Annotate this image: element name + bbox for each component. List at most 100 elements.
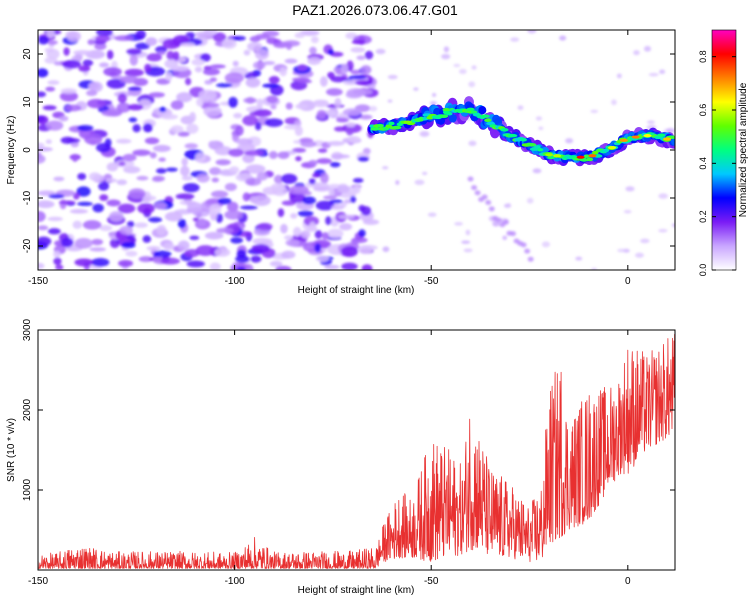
- noise-blob: [252, 195, 271, 206]
- noise-blob: [325, 88, 343, 96]
- colorbar-tick-label: 0.8: [698, 50, 708, 63]
- noise-blob: [203, 105, 222, 117]
- noise-blob: [358, 204, 366, 212]
- noise-blob: [45, 139, 52, 145]
- noise-blob: [336, 185, 350, 193]
- faint-speckle: [463, 248, 473, 253]
- noise-blob: [299, 30, 320, 36]
- noise-blob: [208, 140, 217, 148]
- noise-blob: [165, 71, 173, 81]
- noise-blob: [38, 211, 46, 222]
- noise-blob: [300, 230, 311, 239]
- faint-speckle: [611, 99, 617, 106]
- noise-blob: [143, 123, 153, 133]
- faint-speckle: [421, 171, 428, 175]
- noise-blob: [327, 140, 345, 147]
- noise-blob: [262, 61, 276, 66]
- noise-blob: [194, 31, 215, 38]
- noise-blob: [338, 214, 355, 219]
- noise-blob: [181, 175, 193, 181]
- faint-speckle: [623, 209, 632, 214]
- noise-blob: [194, 66, 203, 73]
- noise-blob: [245, 177, 262, 186]
- noise-blob: [198, 89, 217, 101]
- noise-blob: [361, 264, 373, 270]
- noise-blob: [197, 218, 207, 227]
- spectrogram-xlabel: Height of straight line (km): [298, 285, 415, 296]
- noise-blob: [226, 201, 239, 212]
- noise-blob: [285, 239, 300, 247]
- noise-blob: [74, 258, 94, 267]
- noise-blob: [292, 147, 307, 153]
- noise-blob: [245, 164, 266, 174]
- faint-speckle: [502, 235, 508, 241]
- noise-blob: [191, 58, 205, 66]
- noise-blob: [186, 260, 205, 268]
- ridge-core: [603, 148, 610, 153]
- noise-blob: [134, 222, 148, 228]
- noise-blob: [297, 210, 314, 217]
- noise-blob: [242, 192, 251, 202]
- noise-blob: [316, 158, 332, 164]
- noise-blob: [129, 54, 138, 66]
- noise-blob: [215, 83, 233, 88]
- ridge-band: [478, 105, 487, 115]
- faint-speckle: [429, 101, 437, 106]
- noise-blob: [195, 152, 206, 163]
- noise-blob: [354, 80, 373, 86]
- faint-speckle: [538, 126, 544, 131]
- noise-blob: [176, 92, 193, 103]
- noise-blob: [297, 64, 308, 72]
- ridge-hotspot: [553, 154, 562, 158]
- noise-blob: [321, 232, 330, 240]
- noise-blob: [88, 172, 101, 182]
- noise-blob: [243, 49, 251, 56]
- noise-blob: [209, 77, 217, 82]
- noise-blob: [160, 257, 181, 265]
- noise-blob: [184, 77, 192, 86]
- noise-blob: [268, 75, 280, 84]
- noise-blob: [364, 50, 374, 60]
- noise-blob: [137, 203, 155, 214]
- snr-x-tick-label: -100: [225, 576, 245, 587]
- noise-blob: [340, 246, 359, 258]
- noise-blob: [82, 59, 94, 67]
- y-tick-label: -20: [22, 238, 33, 253]
- faint-streak: [524, 248, 531, 254]
- noise-blob: [255, 33, 270, 40]
- noise-blob: [289, 193, 306, 203]
- noise-blob: [348, 75, 367, 80]
- noise-blob: [189, 235, 200, 241]
- noise-blob: [314, 243, 322, 253]
- faint-speckle: [640, 238, 650, 244]
- noise-blob: [148, 217, 163, 223]
- snr-x-tick-label: -50: [424, 576, 439, 587]
- noise-blob: [273, 174, 284, 184]
- ridge-hotspot: [643, 134, 652, 138]
- noise-blob: [209, 203, 222, 215]
- noise-blob: [172, 51, 180, 62]
- noise-blob: [308, 221, 316, 231]
- faint-speckle: [671, 223, 675, 228]
- noise-blob: [38, 68, 49, 78]
- ridge-hotspot: [403, 120, 412, 124]
- snr-x-tick-label: -150: [28, 576, 48, 587]
- faint-speckle: [635, 252, 644, 258]
- noise-blob: [212, 32, 227, 43]
- noise-blob: [128, 117, 138, 123]
- noise-blob: [242, 153, 255, 164]
- noise-blob: [72, 220, 83, 229]
- noise-blob: [44, 57, 58, 64]
- noise-blob: [164, 211, 183, 222]
- ridge-core: [484, 118, 492, 123]
- noise-blob: [196, 97, 205, 107]
- noise-blob: [351, 39, 366, 45]
- noise-blob: [281, 250, 296, 259]
- noise-blob: [71, 153, 79, 162]
- noise-blob: [309, 46, 317, 55]
- faint-speckle: [633, 50, 640, 56]
- noise-blob: [180, 165, 190, 177]
- noise-blob: [76, 186, 91, 197]
- noise-blob: [78, 65, 91, 72]
- noise-blob: [232, 60, 239, 67]
